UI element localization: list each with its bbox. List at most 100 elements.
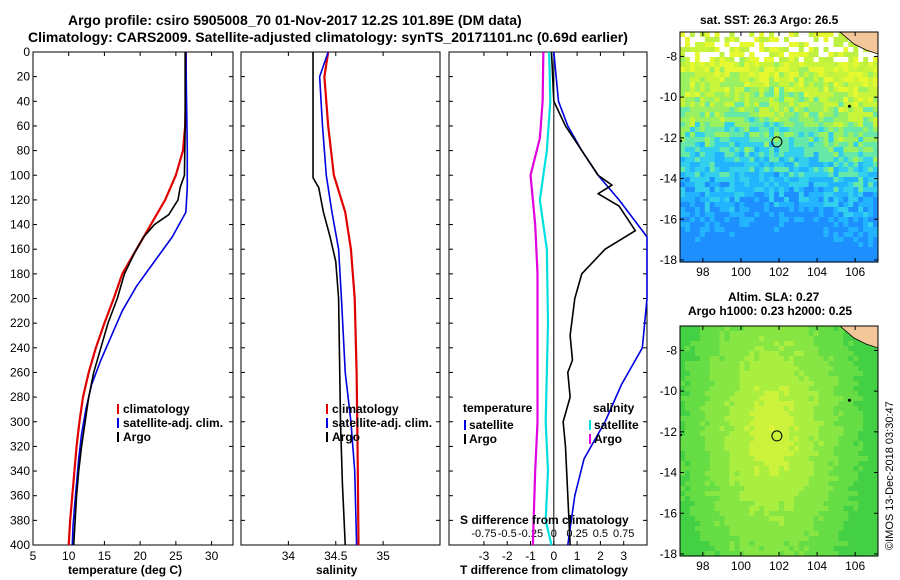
map-cell — [774, 222, 780, 228]
map-cell — [808, 451, 815, 457]
map-cell — [714, 551, 721, 557]
map-cell — [764, 531, 770, 537]
map-cell — [739, 516, 745, 522]
map-cell — [873, 232, 879, 238]
map-cell — [685, 182, 691, 188]
map-cell — [808, 192, 815, 198]
map-cell — [784, 117, 790, 123]
map-cell — [769, 481, 775, 487]
map-cell — [689, 406, 696, 412]
map-cell — [754, 376, 760, 382]
s-tick-label: -0.25 — [518, 528, 543, 540]
map-cell — [744, 167, 750, 173]
map-cell — [803, 456, 810, 462]
map-cell — [774, 326, 780, 332]
map-cell — [764, 366, 770, 372]
map-cell — [729, 187, 735, 193]
map-cell — [719, 147, 726, 153]
map-cell — [853, 237, 859, 243]
map-cell — [709, 127, 716, 133]
map-cell — [803, 82, 810, 88]
map-cell — [764, 157, 770, 163]
map-cell — [769, 247, 775, 253]
map-cell — [793, 37, 800, 43]
map-cell — [689, 551, 696, 557]
map-cell — [709, 396, 716, 402]
legend-t-title: temperature — [463, 401, 533, 415]
map-cell — [749, 247, 755, 253]
map-cell — [689, 526, 696, 532]
map-cell — [680, 232, 686, 238]
map-cell — [719, 157, 726, 163]
map-cell — [754, 67, 760, 73]
map-cell — [788, 247, 795, 253]
map-cell — [779, 207, 785, 213]
map-cell — [699, 242, 706, 248]
map-cell — [764, 67, 770, 73]
map-cell — [823, 162, 829, 168]
map-cell — [709, 446, 716, 452]
map-cell — [769, 107, 775, 113]
map-cell — [754, 207, 760, 213]
map-cell — [858, 511, 864, 517]
map-cell — [853, 147, 859, 153]
map-cell — [709, 187, 716, 193]
map-cell — [793, 391, 800, 397]
map-cell — [848, 346, 854, 352]
map-cell — [823, 371, 829, 377]
map-cell — [828, 147, 834, 153]
map-cell — [823, 421, 829, 427]
map-cell — [863, 441, 869, 447]
map-cell — [823, 62, 829, 68]
map-cell — [818, 192, 825, 198]
map-cell — [680, 396, 686, 402]
map-cell — [774, 426, 780, 432]
lon-tick-label: 100 — [731, 265, 751, 279]
map-cell — [808, 157, 815, 163]
map-cell — [749, 242, 755, 248]
map-cell — [784, 167, 790, 173]
map-cell — [729, 52, 735, 58]
map-cell — [744, 132, 750, 138]
map-cell — [709, 192, 716, 198]
map-cell — [724, 172, 730, 178]
map-cell — [784, 381, 790, 387]
map-cell — [823, 406, 829, 412]
map-cell — [853, 471, 859, 477]
map-cell — [784, 227, 790, 233]
map-cell — [828, 366, 834, 372]
map-cell — [873, 381, 879, 387]
map-cell — [714, 416, 721, 422]
map-cell — [823, 381, 829, 387]
map-cell — [739, 222, 745, 228]
map-cell — [680, 92, 686, 98]
map-cell — [808, 376, 815, 382]
map-cell — [685, 97, 691, 103]
map-cell — [803, 227, 810, 233]
map-cell — [709, 162, 716, 168]
map-cell — [863, 182, 869, 188]
map-cell — [694, 446, 701, 452]
map-cell — [853, 127, 859, 133]
map-cell — [848, 386, 854, 392]
map-cell — [784, 72, 790, 78]
map-cell — [823, 466, 829, 472]
map-cell — [833, 192, 839, 198]
map-cell — [838, 501, 844, 507]
map-cell — [833, 536, 839, 542]
map-cell — [734, 57, 740, 63]
map-cell — [828, 257, 834, 263]
map-cell — [868, 446, 874, 452]
map-cell — [793, 162, 800, 168]
map-cell — [680, 371, 686, 377]
map-cell — [868, 496, 874, 502]
plot-frame — [240, 51, 441, 546]
map-cell — [689, 451, 696, 457]
map-cell — [734, 421, 740, 427]
map-cell — [853, 426, 859, 432]
map-cell — [714, 426, 721, 432]
map-cell — [863, 187, 869, 193]
map-cell — [719, 257, 726, 263]
map-cell — [774, 351, 780, 357]
map-cell — [823, 496, 829, 502]
